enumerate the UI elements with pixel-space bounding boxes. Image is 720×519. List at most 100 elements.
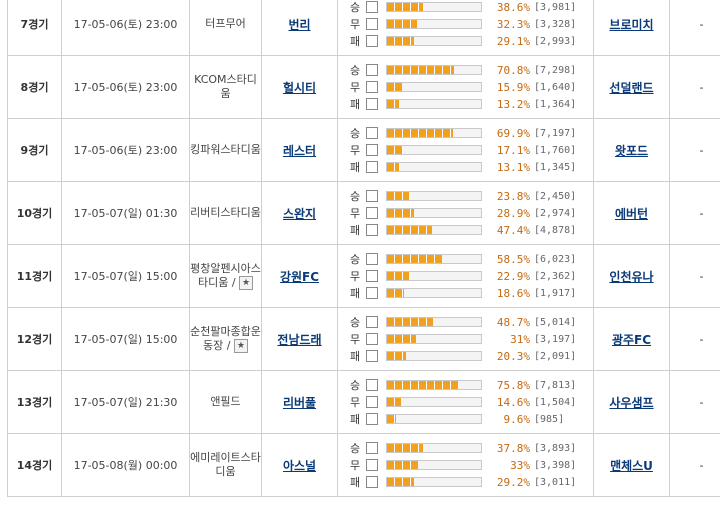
odds-bar <box>386 208 482 218</box>
odds-count: [3,893] <box>534 442 577 454</box>
stadium-cell: 에미레이트스타디움 <box>189 433 262 497</box>
star-icon[interactable]: ★ <box>239 276 254 290</box>
odds-label: 승 <box>349 1 361 14</box>
home-team-link[interactable]: 전남드래 <box>277 332 322 347</box>
home-team-link[interactable]: 번리 <box>288 17 311 32</box>
odds-checkbox[interactable] <box>366 98 378 110</box>
odds-bar-fill <box>387 226 432 234</box>
star-icon[interactable]: ★ <box>233 339 248 353</box>
odds-bar-fill <box>387 318 433 326</box>
odds-checkbox[interactable] <box>366 1 378 13</box>
odds-bar-fill <box>387 83 402 91</box>
odds-row: 패 18.6% [1,917] <box>344 285 593 302</box>
odds-bar <box>386 99 482 109</box>
odds-checkbox[interactable] <box>366 350 378 362</box>
home-team-link[interactable]: 강원FC <box>279 269 320 284</box>
odds-checkbox[interactable] <box>366 144 378 156</box>
odds-bar <box>386 460 482 470</box>
odds-label: 패 <box>349 476 361 489</box>
match-row: 12경기 17-05-07(일) 15:00 순천팔마종합운동장 / ★ 전남드래 승 4… <box>7 307 720 371</box>
odds-row: 승 48.7% [5,014] <box>344 314 593 331</box>
home-team-cell: 리버풀 <box>261 370 338 434</box>
home-team-link[interactable]: 스완지 <box>282 206 317 221</box>
odds-checkbox[interactable] <box>366 379 378 391</box>
odds-percent: 33% <box>510 458 530 472</box>
odds-count: [1,760] <box>534 144 577 156</box>
away-team-link[interactable]: 맨체스U <box>610 458 653 473</box>
round-label: 8경기 <box>7 55 62 119</box>
odds-label: 무 <box>349 144 361 157</box>
odds-checkbox[interactable] <box>366 81 378 93</box>
odds-label: 승 <box>349 190 361 203</box>
stadium-name: 앤필드 <box>210 395 241 408</box>
odds-percent: 58.5% <box>496 252 530 266</box>
odds-checkbox[interactable] <box>366 190 378 202</box>
odds-checkbox[interactable] <box>366 396 378 408</box>
home-team-link[interactable]: 레스터 <box>282 143 317 158</box>
odds-row: 무 14.6% [1,504] <box>344 394 593 411</box>
away-team-link[interactable]: 에버턴 <box>614 206 649 221</box>
match-time: 17-05-07(일) 15:00 <box>61 244 190 308</box>
away-team-cell: 브로미치 <box>593 0 670 56</box>
odds-checkbox[interactable] <box>366 459 378 471</box>
odds-checkbox[interactable] <box>366 442 378 454</box>
odds-count: [7,197] <box>534 127 577 139</box>
odds-checkbox[interactable] <box>366 316 378 328</box>
home-team-link[interactable]: 리버풀 <box>282 395 317 410</box>
stadium-name: 순천팔마종합운동장 / <box>190 325 261 352</box>
odds-count: [2,362] <box>534 270 577 282</box>
away-team-cell: 왓포드 <box>593 118 670 182</box>
home-team-cell: 전남드래 <box>261 307 338 371</box>
odds-checkbox[interactable] <box>366 18 378 30</box>
odds-checkbox[interactable] <box>366 413 378 425</box>
odds-checkbox[interactable] <box>366 224 378 236</box>
odds-row: 패 20.3% [2,091] <box>344 348 593 365</box>
odds-row: 승 58.5% [6,023] <box>344 251 593 268</box>
away-team-link[interactable]: 선덜랜드 <box>609 80 654 95</box>
home-team-link[interactable]: 아스널 <box>282 458 317 473</box>
round-label: 9경기 <box>7 118 62 182</box>
match-row: 9경기 17-05-06(토) 23:00 킹파워스타디움 레스터 승 69.9% [7,1… <box>7 118 720 182</box>
odds-percent: 14.6% <box>496 395 530 409</box>
round-label: 7경기 <box>7 0 62 56</box>
odds-count: [2,450] <box>534 190 577 202</box>
odds-checkbox[interactable] <box>366 64 378 76</box>
odds-checkbox[interactable] <box>366 127 378 139</box>
odds-percent: 37.8% <box>496 441 530 455</box>
odds-checkbox[interactable] <box>366 476 378 488</box>
odds-bar <box>386 380 482 390</box>
away-team-link[interactable]: 사우샘프 <box>609 395 654 410</box>
extra-cell: - <box>669 244 720 308</box>
odds-percent: 18.6% <box>496 286 530 300</box>
odds-bar-fill <box>387 37 415 45</box>
odds-label: 승 <box>349 127 361 140</box>
odds-cell: 승 38.6% [3,981] 무 32.3% [3,328] 패 29.1% [2,993] <box>337 0 594 56</box>
odds-checkbox[interactable] <box>366 253 378 265</box>
odds-bar <box>386 225 482 235</box>
away-team-cell: 인천유나 <box>593 244 670 308</box>
away-team-link[interactable]: 광주FC <box>611 332 652 347</box>
home-team-link[interactable]: 헐시티 <box>282 80 317 95</box>
match-time: 17-05-07(일) 01:30 <box>61 181 190 245</box>
odds-percent: 23.8% <box>496 189 530 203</box>
odds-cell: 승 75.8% [7,813] 무 14.6% [1,504] 패 9.6% [985] <box>337 370 594 434</box>
away-team-link[interactable]: 브로미치 <box>609 17 654 32</box>
odds-bar-fill <box>387 272 409 280</box>
away-team-link[interactable]: 인천유나 <box>609 269 654 284</box>
match-row: 14경기 17-05-08(월) 00:00 에미레이트스타디움 아스널 승 37.8% [… <box>7 433 720 497</box>
odds-percent: 29.1% <box>496 34 530 48</box>
odds-checkbox[interactable] <box>366 35 378 47</box>
odds-bar <box>386 477 482 487</box>
odds-checkbox[interactable] <box>366 161 378 173</box>
away-team-cell: 맨체스U <box>593 433 670 497</box>
round-label: 10경기 <box>7 181 62 245</box>
odds-bar-fill <box>387 209 415 217</box>
odds-checkbox[interactable] <box>366 287 378 299</box>
odds-checkbox[interactable] <box>366 207 378 219</box>
odds-row: 패 29.1% [2,993] <box>344 33 593 50</box>
odds-count: [985] <box>534 413 565 425</box>
odds-checkbox[interactable] <box>366 333 378 345</box>
odds-checkbox[interactable] <box>366 270 378 282</box>
stadium-name: 터프무어 <box>205 17 246 30</box>
away-team-link[interactable]: 왓포드 <box>614 143 649 158</box>
